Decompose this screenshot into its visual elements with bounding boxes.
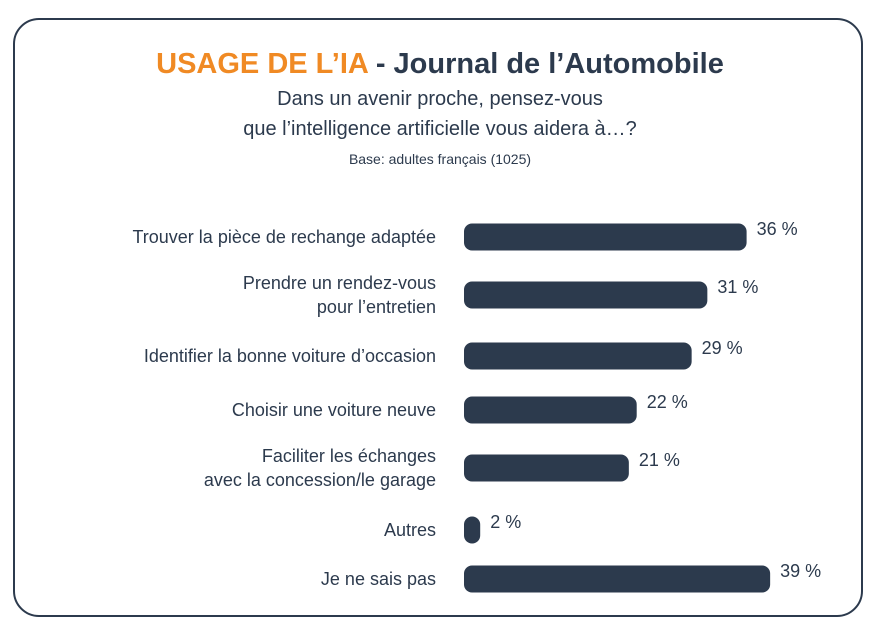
bar-1 — [464, 281, 708, 309]
category-label-6-0: Je ne sais pas — [321, 569, 436, 589]
chart-card — [13, 18, 863, 617]
chart-subtitle: Dans un avenir proche, pensez-vous que l… — [0, 84, 880, 144]
category-label-0-0: Trouver la pièce de rechange adaptée — [132, 227, 436, 247]
category-label-1-0: Prendre un rendez-vous — [243, 273, 436, 293]
category-label-2-0: Identifier la bonne voiture d’occasion — [144, 346, 436, 366]
value-label-1: 31 % — [717, 277, 758, 297]
bar-5 — [464, 516, 481, 544]
subtitle-line-2: que l’intelligence artificielle vous aid… — [243, 118, 637, 140]
value-label-4: 21 % — [639, 450, 680, 470]
bar-2 — [464, 342, 692, 370]
bar-0 — [464, 223, 747, 251]
base-note: Base: adultes français (1025) — [348, 151, 532, 167]
category-label-1-1: pour l’entretien — [317, 297, 436, 317]
title-rest: - Journal de l’Automobile — [367, 48, 724, 80]
category-label-4-1: avec la concession/le garage — [204, 470, 436, 490]
value-label-2: 29 % — [702, 338, 743, 358]
category-label-4-0: Faciliter les échanges — [262, 446, 436, 466]
value-label-6: 39 % — [780, 561, 821, 581]
bar-6 — [464, 565, 771, 593]
chart-title: USAGE DE L’IA - Journal de l’Automobile — [0, 46, 880, 82]
value-label-0: 36 % — [757, 219, 798, 239]
category-label-5-0: Autres — [384, 520, 436, 540]
value-label-5: 2 % — [490, 512, 521, 532]
subtitle-line-1: Dans un avenir proche, pensez-vous — [277, 88, 603, 110]
category-label-3-0: Choisir une voiture neuve — [232, 400, 436, 420]
title-accent: USAGE DE L’IA — [156, 48, 368, 80]
bar-3 — [464, 396, 637, 424]
value-label-3: 22 % — [647, 392, 688, 412]
bar-4 — [464, 454, 629, 482]
